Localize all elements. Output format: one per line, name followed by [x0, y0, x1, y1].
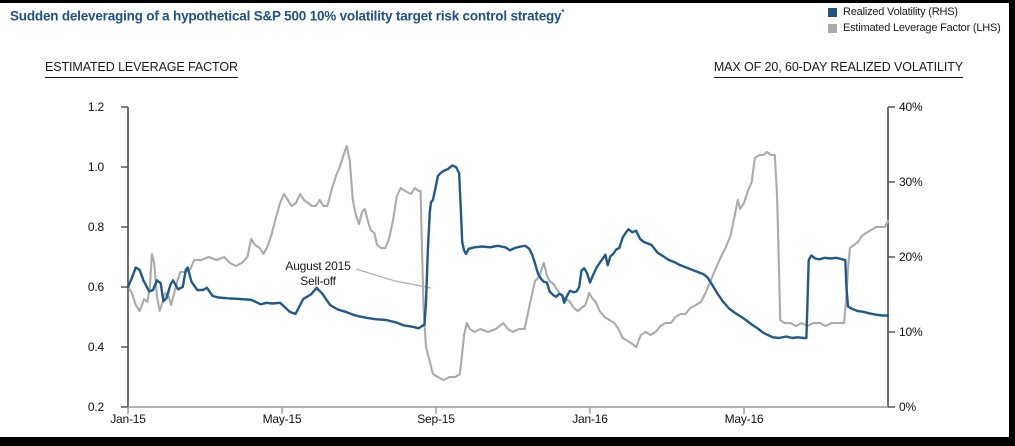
bottom-border — [0, 437, 1015, 446]
left-tick-label: 0.6 — [87, 280, 104, 294]
top-border — [0, 0, 1015, 3]
x-tick-label: Sep-15 — [417, 412, 455, 426]
x-tick-label: Jan-16 — [572, 412, 608, 426]
x-axis-ticks — [127, 407, 745, 414]
left-tick-label: 1.2 — [87, 100, 104, 114]
legend-swatch-blue-icon — [828, 7, 837, 17]
annotation-line2: Sell-off — [300, 274, 336, 288]
leverage-factor-line — [126, 144, 890, 382]
legend: Realized Volatility (RHS) Estimated Leve… — [828, 6, 1001, 38]
legend-label: Realized Volatility (RHS) — [843, 6, 958, 18]
legend-label: Estimated Leverage Factor (LHS) — [843, 22, 1001, 34]
right-tick-label: 20% — [899, 250, 923, 264]
title-footnote-marker: * — [561, 8, 565, 17]
x-tick-label: May-15 — [262, 412, 302, 426]
right-axis-ticks — [888, 106, 895, 408]
right-tick-label: 40% — [899, 100, 923, 114]
realized-volatility-line — [126, 164, 890, 340]
right-tick-label: 10% — [899, 325, 923, 339]
annotation-august-2015-selloff: August 2015 Sell-off — [272, 259, 364, 289]
x-tick-label: Jan-15 — [110, 412, 146, 426]
right-tick-label: 30% — [899, 175, 923, 189]
page-title: Sudden deleveraging of a hypothetical S&… — [10, 8, 564, 24]
left-tick-label: 0.4 — [87, 340, 104, 354]
legend-swatch-gray-icon — [828, 23, 837, 33]
legend-item-leverage-factor: Estimated Leverage Factor (LHS) — [828, 22, 1001, 34]
left-tick-label: 1.0 — [87, 160, 104, 174]
right-border — [1009, 0, 1015, 446]
left-axis-title: ESTIMATED LEVERAGE FACTOR — [45, 60, 238, 78]
right-tick-label: 0% — [899, 400, 916, 414]
left-axis-ticks — [121, 106, 128, 408]
x-tick-label: May-16 — [724, 412, 764, 426]
right-axis-title: MAX OF 20, 60-DAY REALIZED VOLATILITY — [713, 60, 963, 78]
annotation-line1: August 2015 — [285, 259, 351, 273]
left-tick-label: 0.2 — [87, 400, 104, 414]
title-text: Sudden deleveraging of a hypothetical S&… — [10, 8, 562, 24]
annotation-leader-line — [355, 268, 432, 289]
left-tick-label: 0.8 — [87, 220, 104, 234]
legend-item-realized-volatility: Realized Volatility (RHS) — [828, 6, 1001, 18]
